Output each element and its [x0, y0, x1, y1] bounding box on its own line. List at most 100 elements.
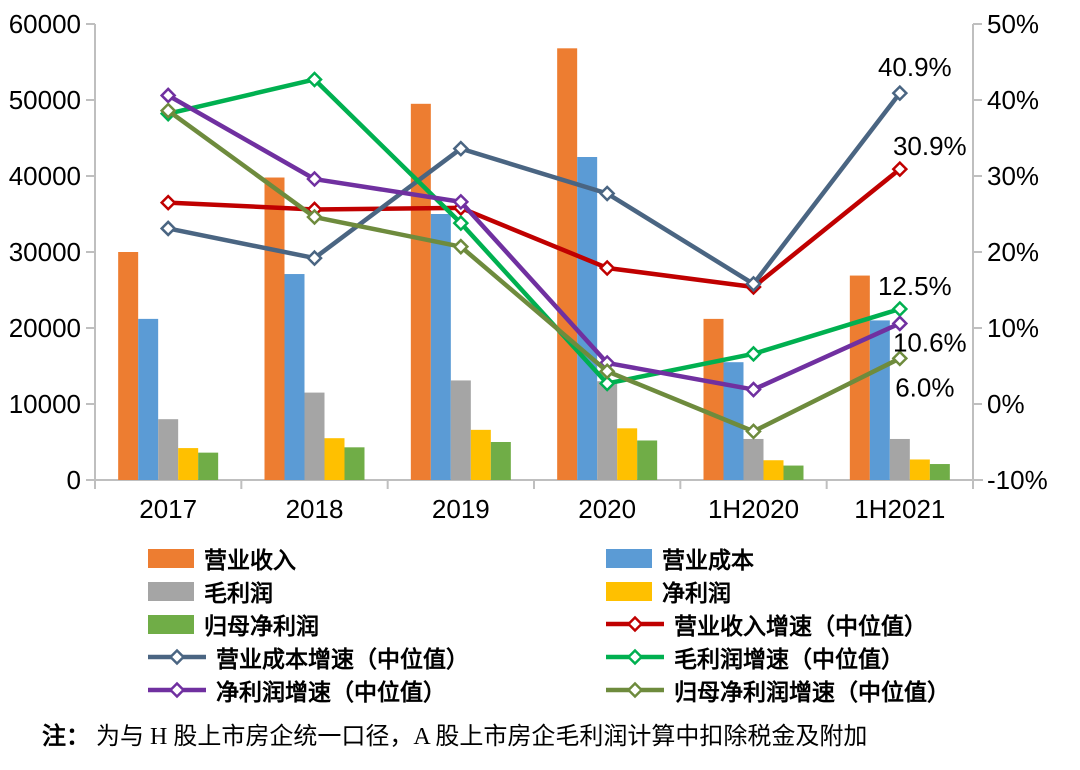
data-point-marker [159, 102, 177, 119]
data-point-marker [598, 259, 616, 277]
left-axis-tick-label: 10000 [9, 389, 81, 419]
left-axis-tick-label: 0 [67, 465, 81, 495]
data-point-marker [159, 87, 177, 104]
x-axis-category-label: 2018 [286, 494, 344, 524]
right-axis-tick-label: 10% [987, 313, 1039, 343]
legend-line-swatch [148, 648, 206, 666]
line-series [165, 77, 903, 386]
legend-item: 毛利润增速（中位值） [606, 643, 1026, 672]
x-axis-category-label: 1H2021 [854, 494, 945, 524]
legend-item: 营业成本增速（中位值） [148, 643, 606, 672]
bar [557, 48, 578, 480]
line-series [165, 108, 903, 434]
right-axis-tick-label: 20% [987, 237, 1039, 267]
legend-label: 营业成本增速（中位值） [216, 646, 469, 672]
chart-note: 注： 为与 H 股上市房企统一口径，A 股上市房企毛利润计算中扣除税金及附加 [42, 716, 867, 751]
data-point-marker [891, 350, 909, 367]
data-label: 30.9% [893, 131, 967, 161]
legend-line-swatch [606, 615, 664, 633]
data-point-marker [306, 208, 323, 226]
data-point-marker [891, 84, 909, 102]
bar [637, 440, 658, 480]
legend-label: 毛利润 [204, 580, 273, 606]
legend-label: 归母净利润 [204, 613, 319, 639]
data-point-marker [159, 194, 177, 211]
data-label: 40.9% [878, 52, 952, 82]
data-point-marker [452, 193, 470, 211]
legend-line-swatch [148, 681, 206, 699]
legend-item: 净利润增速（中位值） [148, 676, 606, 705]
left-axis-tick-label: 30000 [9, 237, 81, 267]
bar [324, 438, 345, 480]
data-point-marker [306, 71, 323, 88]
left-axis-tick-label: 60000 [9, 9, 81, 39]
data-point-marker [452, 214, 470, 232]
legend-item: 营业收入 [148, 544, 606, 573]
data-point-marker [452, 238, 470, 255]
legend-label: 营业收入增速（中位值） [674, 613, 927, 639]
data-label: 12.5% [878, 271, 952, 301]
legend-item: 营业收入增速（中位值） [606, 610, 1026, 639]
bar [909, 459, 930, 480]
note-prefix: 注： [42, 724, 90, 750]
legend-bar-swatch [606, 581, 652, 601]
right-axis-tick-label: 0% [987, 389, 1025, 419]
data-point-marker [745, 345, 762, 363]
legend-item: 归母净利润增速（中位值） [606, 676, 1026, 705]
bar [178, 448, 199, 480]
bar [929, 464, 950, 480]
legend-item: 营业成本 [606, 544, 1026, 573]
data-point-marker [306, 249, 323, 267]
bar [430, 214, 451, 480]
legend-bar-swatch [606, 548, 652, 568]
legend-item: 毛利润 [148, 577, 606, 606]
data-point-marker [745, 275, 762, 293]
legend-label: 归母净利润增速（中位值） [674, 679, 950, 705]
note-text: 为与 H 股上市房企统一口径，A 股上市房企毛利润计算中扣除税金及附加 [96, 724, 868, 750]
left-axis-tick-label: 40000 [9, 161, 81, 191]
bar [490, 442, 511, 480]
right-axis-tick-label: 30% [987, 161, 1039, 191]
x-axis-category-label: 2020 [578, 494, 636, 524]
bar [889, 438, 910, 480]
right-axis-tick-label: 40% [987, 85, 1039, 115]
data-point-marker [598, 375, 616, 392]
bar [264, 177, 285, 480]
bar [198, 452, 219, 480]
bar [118, 252, 139, 480]
data-point-marker [598, 185, 616, 202]
bar [577, 157, 598, 480]
legend-label: 毛利润增速（中位值） [674, 646, 904, 672]
legend-line-swatch [606, 648, 664, 666]
legend: 营业收入 营业成本毛利润 净利润归母净利润 营业收入增速（中位值） 营业成本增速（中位值… [148, 544, 1028, 705]
bar [470, 429, 491, 480]
data-point-marker [745, 381, 762, 398]
left-axis-tick-label: 20000 [9, 313, 81, 343]
right-axis-tick-label: -10% [987, 465, 1048, 495]
bar [158, 419, 179, 480]
bar [138, 318, 159, 480]
combo-chart: 0 10000 20000 30000 40000 50000 60000 -10% 0% 10%… [9, 9, 1048, 524]
legend-line-swatch [606, 681, 664, 699]
legend-bar-swatch [148, 548, 194, 568]
data-point-marker [891, 300, 909, 318]
data-label: 10.6% [893, 327, 967, 357]
legend-label: 净利润 [662, 580, 731, 606]
data-point-marker [159, 220, 177, 237]
bar [410, 103, 431, 481]
bar [284, 274, 305, 480]
legend-bar-swatch [148, 581, 194, 601]
data-point-marker [452, 140, 470, 157]
data-point-marker [598, 363, 616, 380]
bar [304, 392, 325, 480]
left-axis-tick-label: 50000 [9, 85, 81, 115]
bar [743, 438, 764, 480]
data-point-marker [745, 423, 762, 440]
line-series [165, 166, 903, 290]
legend-item: 归母净利润 [148, 610, 606, 639]
data-label: 6.0% [895, 372, 954, 402]
bar [783, 465, 804, 480]
bar [763, 460, 784, 480]
x-axis-category-label: 1H2020 [708, 494, 799, 524]
bar [450, 380, 471, 480]
